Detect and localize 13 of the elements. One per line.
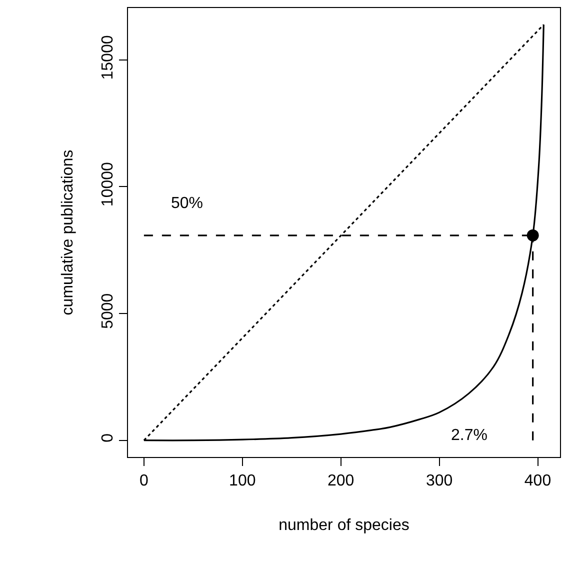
y-tick-label: 0 bbox=[100, 433, 116, 442]
x-tick-label: 0 bbox=[139, 472, 148, 490]
x-axis-title: number of species bbox=[278, 517, 410, 534]
x-tick-label: 200 bbox=[328, 472, 354, 490]
y-tick-label: 15000 bbox=[100, 35, 116, 80]
x-tick-label: 100 bbox=[229, 472, 256, 490]
annotation: 2.7% bbox=[451, 427, 488, 444]
x-tick-label: 400 bbox=[524, 472, 552, 490]
y-axis-title: cumulative publications bbox=[59, 150, 76, 316]
x-tick-label: 300 bbox=[426, 472, 453, 490]
y-tick-label: 5000 bbox=[100, 293, 116, 329]
y-tick-label: 10000 bbox=[100, 162, 116, 207]
annotation: 50% bbox=[171, 195, 204, 212]
